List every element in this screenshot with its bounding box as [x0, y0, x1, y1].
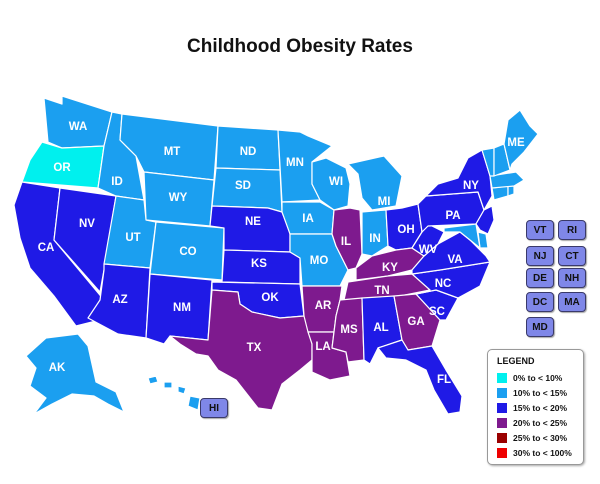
legend-swatch — [497, 433, 507, 443]
legend-label: 10% to < 15% — [513, 388, 568, 398]
legend-item: 30% to < 100% — [497, 447, 572, 459]
state-wi[interactable] — [311, 157, 351, 211]
state-wy[interactable] — [143, 171, 215, 227]
states-layer — [13, 95, 539, 415]
legend-item: 20% to < 25% — [497, 417, 567, 429]
legend: LEGEND 0% to < 10% 10% to < 15% 15% to <… — [487, 349, 584, 465]
legend-label: 20% to < 25% — [513, 418, 568, 428]
state-ak[interactable] — [25, 333, 125, 415]
legend-item: 0% to < 10% — [497, 372, 562, 384]
legend-swatch — [497, 448, 507, 458]
state-ia[interactable] — [281, 201, 335, 235]
state-ma[interactable] — [489, 171, 525, 189]
small-state-button-de[interactable]: DE — [526, 268, 554, 288]
legend-item: 10% to < 15% — [497, 387, 567, 399]
small-state-button-nh[interactable]: NH — [558, 268, 586, 288]
state-fl[interactable] — [377, 339, 463, 415]
map-title: Childhood Obesity Rates — [187, 36, 413, 57]
state-in[interactable] — [361, 209, 389, 257]
small-state-button-ma[interactable]: MA — [558, 292, 586, 312]
state-nd[interactable] — [215, 125, 281, 171]
small-state-button-md[interactable]: MD — [526, 317, 554, 337]
legend-label: 0% to < 10% — [513, 373, 563, 383]
state-wa[interactable] — [43, 95, 113, 149]
legend-label: 25% to < 30% — [513, 433, 568, 443]
state-md[interactable] — [443, 223, 481, 249]
legend-swatch — [497, 403, 507, 413]
small-state-button-vt[interactable]: VT — [526, 220, 554, 240]
small-state-button-ri[interactable]: RI — [558, 220, 586, 240]
state-mi[interactable] — [347, 155, 403, 211]
state-hi[interactable] — [147, 375, 201, 411]
legend-label: 15% to < 20% — [513, 403, 568, 413]
legend-swatch — [497, 388, 507, 398]
state-va[interactable] — [411, 231, 491, 275]
small-state-button-nj[interactable]: NJ — [526, 246, 554, 266]
state-co[interactable] — [149, 221, 225, 281]
small-state-button-ct[interactable]: CT — [558, 246, 586, 266]
small-state-button-dc[interactable]: DC — [526, 292, 554, 312]
legend-label: 30% to < 100% — [513, 448, 572, 458]
state-ri[interactable] — [507, 185, 515, 197]
legend-swatch — [497, 373, 507, 383]
state-tx[interactable] — [169, 289, 313, 411]
legend-title: LEGEND — [497, 356, 535, 366]
state-or[interactable] — [21, 141, 105, 189]
state-me[interactable] — [503, 109, 539, 171]
state-sd[interactable] — [211, 167, 283, 213]
legend-swatch — [497, 418, 507, 428]
legend-item: 25% to < 30% — [497, 432, 567, 444]
state-nm[interactable] — [145, 273, 213, 345]
small-state-button-hi[interactable]: HI — [200, 398, 228, 418]
legend-item: 15% to < 20% — [497, 402, 567, 414]
state-ks[interactable] — [221, 249, 301, 285]
